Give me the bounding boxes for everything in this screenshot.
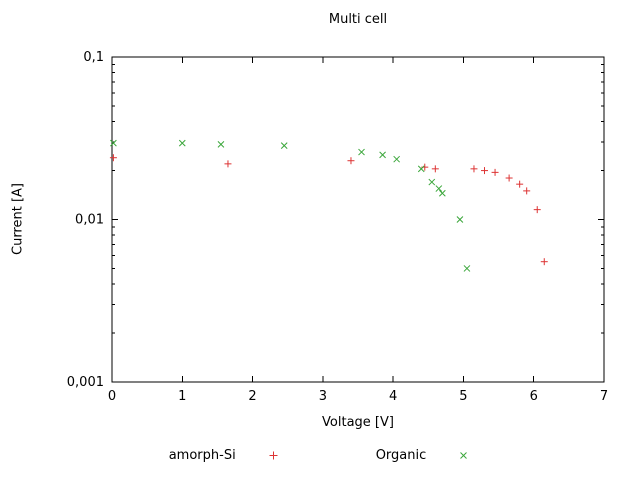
x-tick-label: 2 (248, 389, 256, 404)
x-tick-label: 6 (530, 389, 538, 404)
legend-label-amorph-si: amorph-Si (168, 448, 236, 463)
plus-marker-icon (269, 451, 278, 460)
x-axis-ticks: 0 1 2 3 4 5 6 7 (108, 57, 608, 404)
y-tick-label: 0,001 (67, 375, 104, 390)
chart-title: Multi cell (328, 12, 388, 27)
x-tick-label: 3 (319, 389, 327, 404)
x-tick-label: 4 (389, 389, 397, 404)
series-amorph-Si (109, 154, 548, 266)
cross-marker-icon (460, 452, 468, 459)
y-tick-label: 0,01 (75, 213, 104, 228)
y-axis-label: Current [A] (10, 183, 26, 255)
y-tick-label: 0,1 (83, 50, 104, 65)
x-tick-label: 7 (600, 389, 608, 404)
legend-label-organic: Organic (375, 448, 427, 463)
x-axis-label: Voltage [V] (322, 415, 394, 430)
x-tick-label: 1 (178, 389, 186, 404)
y-axis-ticks: 0,001 0,01 0,1 (67, 50, 604, 390)
x-tick-label: 5 (459, 389, 467, 404)
x-tick-label: 0 (108, 389, 116, 404)
plot-border (111, 56, 605, 383)
series-Organic (110, 139, 471, 272)
legend: amorph-Si Organic (0, 448, 640, 463)
